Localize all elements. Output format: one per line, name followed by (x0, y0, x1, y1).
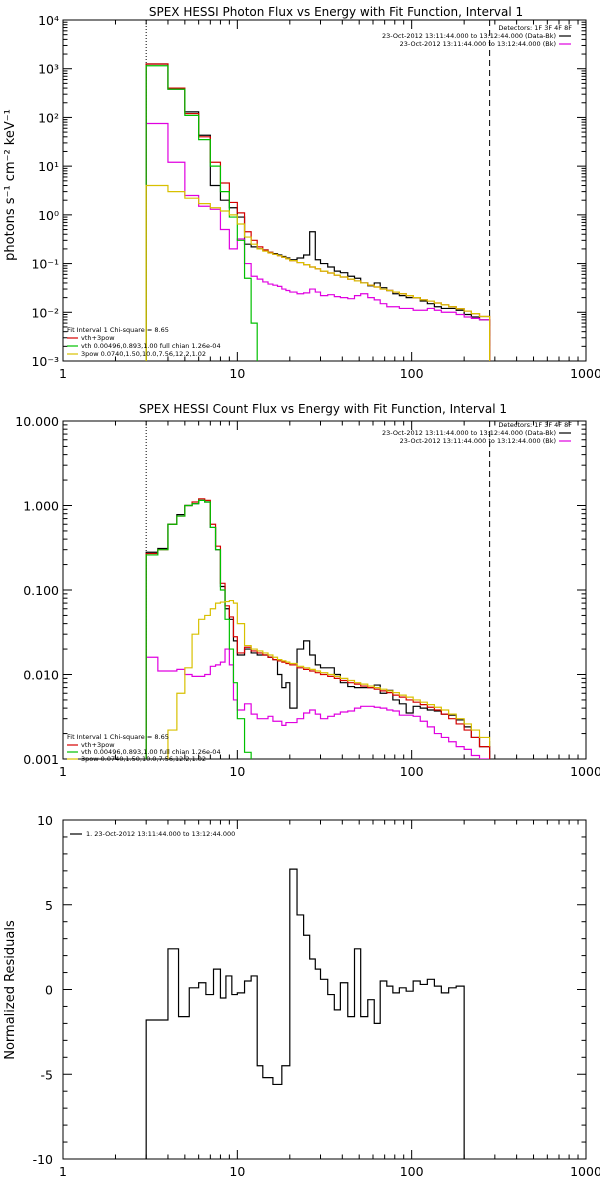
panel1-title: SPEX HESSI Photon Flux vs Energy with Fi… (149, 5, 523, 19)
series-0-line (145, 868, 465, 1159)
y-tick-label: 0.001 (23, 752, 59, 767)
panel1-legend-vth3pow: vth+3pow (81, 334, 115, 342)
x-tick-label: 100 (400, 764, 424, 779)
x-tick-label: 100 (400, 366, 424, 381)
panel1-legend-3pow: 3pow 0.0740,1.50,10.0,7.56,12.2,1.02 (81, 350, 206, 358)
series-0-line (145, 499, 491, 759)
series-2-line (145, 63, 491, 361)
x-tick-label: 10 (229, 1164, 245, 1179)
y-tick-label: 10 (37, 813, 53, 828)
x-tick-label: 10 (229, 764, 245, 779)
panel3-legend: 1. 23-Oct-2012 13:11:44.000 to 13:12:44.… (86, 830, 235, 838)
x-tick-label: 1 (59, 1164, 67, 1179)
residuals-panel: Normalized Residuals 1 10 100 1000 -10 -5 0 5 10… (3, 813, 600, 1179)
x-tick-label: 1 (59, 366, 67, 381)
y-tick-label: 10.000 (15, 414, 59, 429)
panel2-legend-3pow: 3pow 0.0740,1.50,10.0,7.56,12.2,1.02 (81, 755, 206, 763)
y-tick-label: 10⁰ (38, 208, 59, 223)
axes-frame (62, 819, 587, 1160)
panel1-plot-area: 1 10 100 1000 10⁻³ 10⁻² 10⁻¹ 10⁰ 10¹ 10² 10³ 10⁴ (31, 13, 600, 381)
axes-frame (62, 420, 587, 760)
panel2-legend-vth: vth 0.00496,0.893,1.00 full chian 1.26e-… (81, 748, 221, 756)
count-flux-panel: SPEX HESSI Count Flux vs Energy with Fit… (15, 402, 600, 779)
series-3-line (145, 65, 258, 361)
y-tick-label: 10³ (38, 62, 59, 77)
photon-flux-panel: SPEX HESSI Photon Flux vs Energy with Fi… (3, 5, 600, 381)
y-tick-label: 0.100 (23, 583, 59, 598)
y-tick-label: -5 (41, 1067, 53, 1082)
panel2-detectors-label: Detectors: 1F 3F 4F 8F (498, 421, 572, 429)
series-1-line (145, 122, 491, 361)
series-1-line (145, 648, 491, 759)
axes-frame (62, 19, 587, 362)
panel2-title: SPEX HESSI Count Flux vs Energy with Fit… (139, 402, 507, 416)
series-4-line (145, 184, 491, 361)
y-tick-label: 10⁻³ (31, 354, 59, 369)
x-tick-label: 100 (400, 1164, 424, 1179)
panel2-legend-vth3pow: vth+3pow (81, 741, 115, 749)
y-tick-label: 10¹ (38, 159, 59, 174)
x-tick-label: 1000 (570, 764, 600, 779)
series-2-line (145, 498, 491, 759)
y-tick-label: 10⁻¹ (31, 257, 59, 272)
panel3-ylabel: Normalized Residuals (3, 920, 18, 1060)
y-tick-label: 0 (45, 983, 53, 998)
panel3-plot-area: 1 10 100 1000 -10 -5 0 5 10 (33, 813, 600, 1179)
y-tick-label: 1.000 (23, 499, 59, 514)
panel1-legend-vth: vth 0.00496,0.893,1.00 full chian 1.26e-… (81, 342, 221, 350)
panel1-ylabel: photons s⁻¹ cm⁻² keV⁻¹ (3, 109, 18, 261)
x-tick-label: 10 (229, 366, 245, 381)
panel1-detectors-label: Detectors: 1F 3F 4F 8F (498, 24, 572, 32)
y-tick-label: -10 (33, 1152, 53, 1167)
series-4-line (167, 599, 491, 759)
panel2-fit-info: Fit Interval 1 Chi-square = 8.65 (67, 733, 169, 741)
panel1-legend-bk: 23-Oct-2012 13:11:44.000 to 13:12:44.000… (400, 40, 556, 48)
panel2-legend-bk: 23-Oct-2012 13:11:44.000 to 13:12:44.000… (400, 437, 556, 445)
panel1-fit-info: Fit Interval 1 Chi-square = 8.65 (67, 326, 169, 334)
y-tick-label: 10⁻² (31, 305, 59, 320)
x-tick-label: 1000 (570, 1164, 600, 1179)
panel1-legend-data-bk: 23-Oct-2012 13:11:44.000 to 13:12:44.000… (382, 32, 556, 40)
y-tick-label: 10² (38, 110, 59, 125)
series-0-line (145, 63, 491, 361)
y-tick-label: 5 (45, 898, 53, 913)
y-tick-label: 10⁴ (38, 13, 59, 28)
panel2-plot-area: 1 10 100 1000 0.001 0.010 0.100 1.000 10.000 (15, 414, 600, 779)
x-tick-label: 1 (59, 764, 67, 779)
y-tick-label: 0.010 (23, 668, 59, 683)
panel2-legend-data-bk: 23-Oct-2012 13:11:44.000 to 13:12:44.000… (382, 429, 556, 437)
x-tick-label: 1000 (570, 366, 600, 381)
series-3-line (145, 499, 252, 759)
